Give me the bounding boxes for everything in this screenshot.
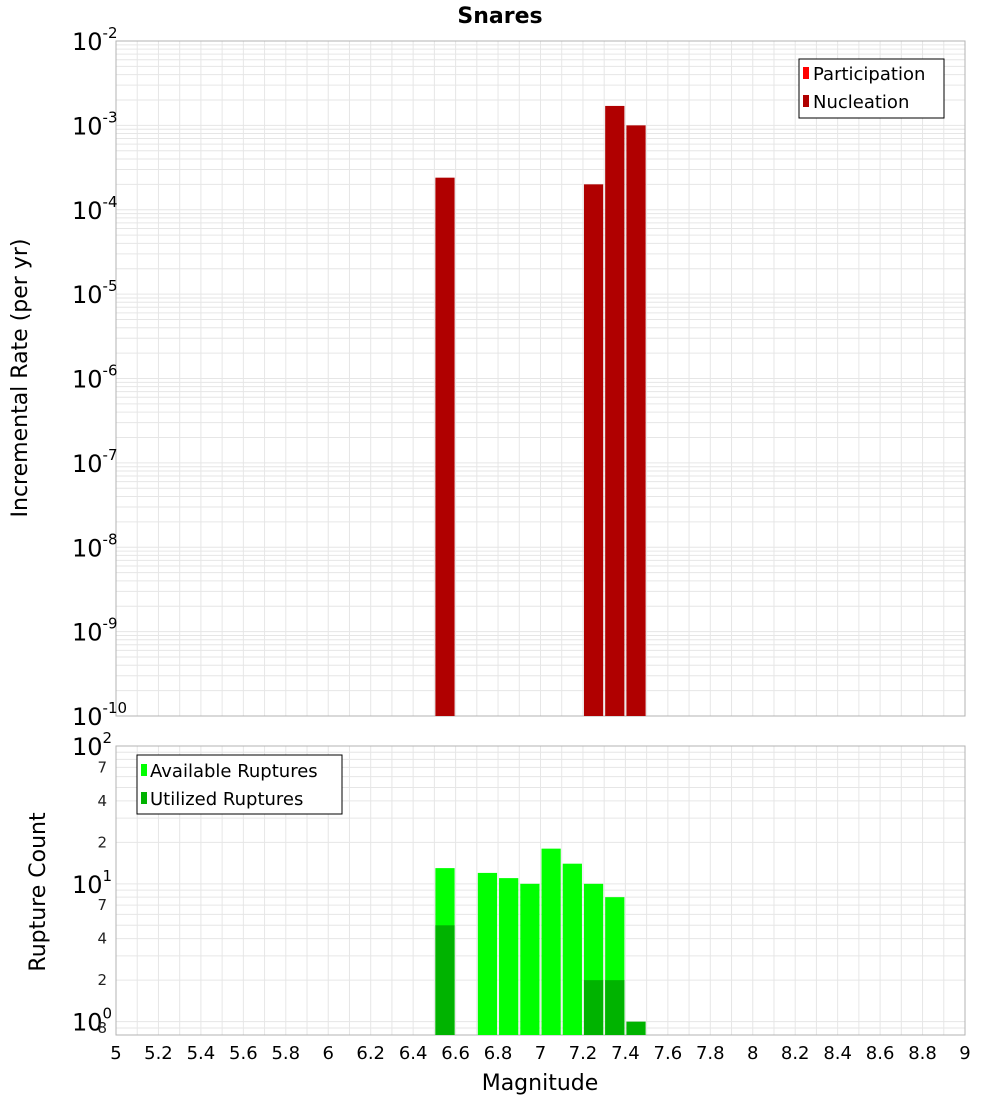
- y-minor-tick-label: 4: [97, 930, 107, 948]
- available-ruptures-bar: [541, 848, 561, 1035]
- x-tick-label: 8.4: [823, 1043, 852, 1064]
- y-tick-label: 100: [72, 1005, 112, 1037]
- legend-label-participation: Participation: [813, 64, 925, 85]
- x-tick-label: 6.4: [399, 1043, 428, 1064]
- available-ruptures-bar: [520, 883, 540, 1035]
- x-tick-label: 7.2: [569, 1043, 598, 1064]
- available-ruptures-bar: [499, 878, 519, 1035]
- top-plot-bars: [435, 105, 646, 717]
- x-tick-label: 7.8: [696, 1043, 725, 1064]
- legend-swatch-utilized: [141, 792, 147, 804]
- top-legend-box: [798, 58, 945, 119]
- y-tick-label: 10-6: [72, 362, 118, 394]
- x-tick-label: 7.4: [611, 1043, 640, 1064]
- y-tick-label: 102: [72, 729, 112, 761]
- y-tick-label: 101: [72, 867, 112, 899]
- bottom-legend-box: [136, 754, 343, 815]
- x-tick-labels: 5 5.2 5.4 5.6 5.8 6 6.2 6.4 6.6 6.8 7 7.2 7.4 7.6 7.8 8…: [110, 1043, 970, 1064]
- x-tick-label: 7.6: [654, 1043, 683, 1064]
- x-tick-label: 5.8: [271, 1043, 300, 1064]
- x-tick-label: 6.8: [484, 1043, 513, 1064]
- top-plot-frame: [115, 40, 966, 717]
- nucleation-bar: [626, 125, 646, 716]
- y-tick-label: 10-7: [72, 446, 118, 478]
- top-plot-grid: [116, 41, 965, 716]
- x-tick-label: 8.2: [781, 1043, 810, 1064]
- y-minor-tick-label: 2: [97, 833, 107, 851]
- x-tick-label: 5: [110, 1043, 121, 1064]
- legend-label-available: Available Ruptures: [150, 761, 318, 782]
- x-tick-label: 8: [747, 1043, 758, 1064]
- legend-label-utilized: Utilized Ruptures: [150, 789, 303, 810]
- y-tick-label: 10-5: [72, 277, 118, 309]
- y-minor-tick-label: 7: [97, 758, 107, 776]
- top-y-tick-labels: 10-2 10-3 10-4 10-5 10-6 10-7 10-8 10-9 10-10: [72, 24, 127, 731]
- bottom-y-axis-label: Rupture Count: [26, 812, 51, 972]
- y-minor-tick-label: 2: [97, 971, 107, 989]
- x-tick-label: 8.8: [908, 1043, 937, 1064]
- y-minor-tick-label: 7: [97, 896, 107, 914]
- x-tick-label: 5.4: [187, 1043, 216, 1064]
- utilized-ruptures-bar: [605, 980, 625, 1035]
- nucleation-bar: [583, 184, 604, 717]
- bottom-y-tick-labels: 102 101 100 7 4 2 7 4 2 8: [72, 729, 112, 1037]
- nucleation-bar: [435, 177, 455, 716]
- x-tick-label: 9: [959, 1043, 970, 1064]
- chart-title: Snares: [457, 4, 542, 29]
- x-tick-label: 6.6: [441, 1043, 470, 1064]
- legend-label-nucleation: Nucleation: [813, 92, 909, 113]
- x-tick-label: 5.2: [144, 1043, 173, 1064]
- y-minor-tick-label: 8: [97, 1019, 107, 1037]
- top-y-axis-label: Incremental Rate (per yr): [8, 239, 33, 518]
- x-tick-label: 5.6: [229, 1043, 258, 1064]
- available-ruptures-bar: [477, 872, 498, 1035]
- x-tick-label: 7: [535, 1043, 546, 1064]
- x-tick-label: 6: [323, 1043, 334, 1064]
- legend-swatch-participation: [803, 67, 809, 79]
- bottom-plot-bars: [435, 848, 646, 1035]
- available-ruptures-bar: [562, 863, 582, 1035]
- y-tick-label: 10-10: [72, 699, 127, 731]
- x-tick-label: 6.2: [356, 1043, 385, 1064]
- y-minor-tick-label: 4: [97, 792, 107, 810]
- bottom-plot-frame: [115, 745, 966, 1036]
- utilized-ruptures-bar: [626, 1021, 646, 1035]
- nucleation-bar: [605, 105, 625, 717]
- x-axis-label: Magnitude: [482, 1071, 599, 1096]
- y-tick-label: 10-4: [72, 193, 118, 225]
- x-tick-label: 8.6: [866, 1043, 895, 1064]
- top-legend: Participation Nucleation: [798, 58, 945, 119]
- utilized-ruptures-bar: [583, 980, 604, 1035]
- y-tick-label: 10-3: [72, 108, 118, 140]
- bottom-legend: Available Ruptures Utilized Ruptures: [136, 754, 343, 815]
- y-tick-label: 10-2: [72, 24, 118, 56]
- y-tick-label: 10-9: [72, 615, 118, 647]
- y-tick-label: 10-8: [72, 530, 118, 562]
- legend-swatch-nucleation: [803, 95, 809, 107]
- utilized-ruptures-bar: [435, 925, 455, 1035]
- legend-swatch-available: [141, 764, 147, 776]
